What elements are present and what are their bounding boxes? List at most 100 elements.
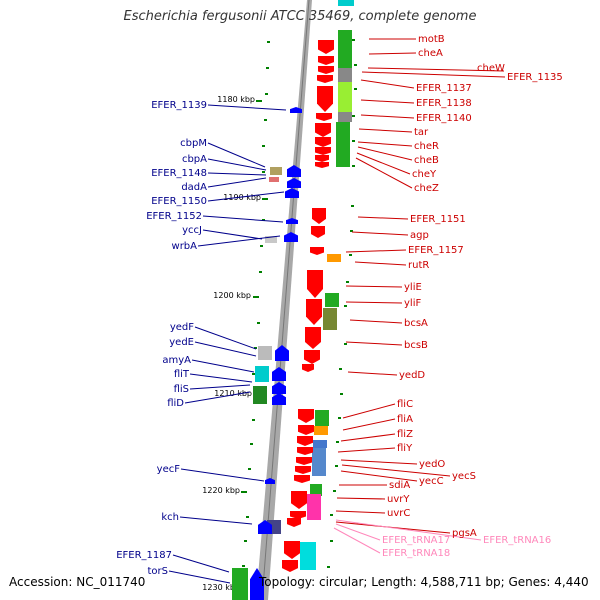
reverse-gene-arrow (316, 113, 332, 121)
connector-line (358, 128, 413, 133)
connector-line (347, 371, 398, 376)
right-gene-label: yliE (404, 282, 422, 293)
minor-tick (349, 254, 352, 256)
minor-tick (352, 165, 355, 167)
left-gene-label: fliD (167, 398, 184, 409)
minor-tick (242, 565, 245, 567)
forward-gene-arrow (287, 178, 301, 188)
minor-tick (354, 64, 357, 66)
topology-text: Topology: circular; Length: 4,588,711 bp… (259, 575, 589, 589)
connector-line (351, 231, 409, 236)
cog-bar (323, 308, 337, 330)
connector-line (341, 464, 451, 477)
left-gene-label: torS (148, 566, 169, 577)
connector-line (335, 519, 482, 541)
left-gene-label: yecF (157, 464, 181, 475)
minor-tick (250, 443, 253, 445)
cog-bar (325, 293, 339, 307)
minor-tick (336, 441, 339, 443)
reverse-gene-arrow (294, 475, 310, 483)
cog-bar (314, 426, 328, 435)
minor-tick (344, 343, 347, 345)
reverse-gene-arrow (307, 270, 323, 298)
reverse-gene-arrow (284, 541, 300, 559)
minor-tick (246, 516, 249, 518)
connector-line (340, 459, 418, 465)
tick-mark (241, 491, 247, 493)
cog-bar (270, 167, 282, 175)
reverse-gene-arrow (298, 425, 314, 435)
right-gene-label: cheZ (414, 183, 439, 194)
right-gene-label: uvrY (387, 494, 410, 505)
reverse-gene-arrow (318, 40, 334, 54)
connector-line (361, 71, 506, 78)
right-gene-label: bcsA (404, 318, 428, 329)
right-gene-label: fliC (397, 399, 413, 410)
minor-tick (351, 205, 354, 207)
connector-line (342, 418, 396, 431)
tick-label: 1200 kbp (213, 291, 251, 300)
cog-bar (300, 542, 316, 570)
backbone-center-line (261, 0, 310, 600)
right-gene-label: fliA (397, 414, 413, 425)
reverse-gene-arrow (317, 75, 333, 83)
minor-tick (354, 88, 357, 90)
left-gene-label: EFER_1139 (151, 100, 207, 111)
forward-gene-arrow (287, 165, 301, 177)
reverse-gene-arrow (297, 447, 313, 455)
reverse-gene-arrow (315, 162, 329, 168)
connector-line (345, 301, 403, 304)
minor-tick (333, 490, 336, 492)
minor-tick (344, 305, 347, 307)
forward-gene-arrow (258, 520, 272, 534)
right-gene-label: EFER_1135 (507, 72, 563, 83)
forward-gene-arrow (272, 382, 286, 394)
cog-bar (338, 82, 352, 112)
cog-bar (338, 30, 352, 68)
minor-tick (346, 281, 349, 283)
cog-bar (312, 448, 326, 476)
forward-gene-arrow (272, 393, 286, 405)
cog-bar (307, 494, 321, 520)
right-gene-label: sdiA (389, 480, 410, 491)
connector-line (342, 403, 396, 419)
connector-line (191, 359, 255, 373)
left-gene-label: yedF (170, 322, 194, 333)
right-gene-label: EFER_1151 (410, 214, 466, 225)
reverse-gene-arrow (297, 436, 313, 446)
trna-label: EFER_tRNA16 (483, 535, 551, 546)
trna-label: EFER_tRNA18 (382, 548, 450, 559)
left-gene-label: EFER_1187 (116, 550, 172, 561)
right-gene-label: yedD (399, 370, 425, 381)
connector-line (357, 216, 409, 220)
right-gene-label: rutR (408, 260, 429, 271)
right-gene-label: agp (410, 230, 429, 241)
forward-gene-arrow (275, 345, 289, 361)
connector-line (336, 497, 386, 500)
minor-tick (259, 271, 262, 273)
minor-tick (244, 540, 247, 542)
reverse-gene-arrow (317, 86, 333, 112)
minor-tick (330, 514, 333, 516)
right-gene-label: bcsB (404, 340, 428, 351)
left-gene-label: EFER_1152 (146, 211, 202, 222)
left-gene-label: cbpA (182, 154, 207, 165)
connector-line (207, 104, 287, 111)
reverse-gene-arrow (296, 457, 312, 465)
connector-line (360, 99, 415, 104)
tick-label: 1210 kbp (214, 389, 252, 398)
reverse-gene-arrow (287, 518, 301, 527)
cog-bar (310, 484, 322, 496)
right-gene-label: cheA (418, 48, 443, 59)
right-gene-label: uvrC (387, 508, 410, 519)
minor-tick (257, 322, 260, 324)
forward-gene-arrow (250, 568, 264, 600)
genome-title: Escherichia fergusonii ATCC 35469, compl… (123, 9, 477, 24)
minor-tick (267, 41, 270, 43)
forward-gene-arrow (285, 188, 299, 198)
connector-line (179, 516, 253, 525)
minor-tick (254, 347, 257, 349)
reverse-gene-arrow (290, 511, 306, 519)
cog-bar (258, 346, 272, 360)
